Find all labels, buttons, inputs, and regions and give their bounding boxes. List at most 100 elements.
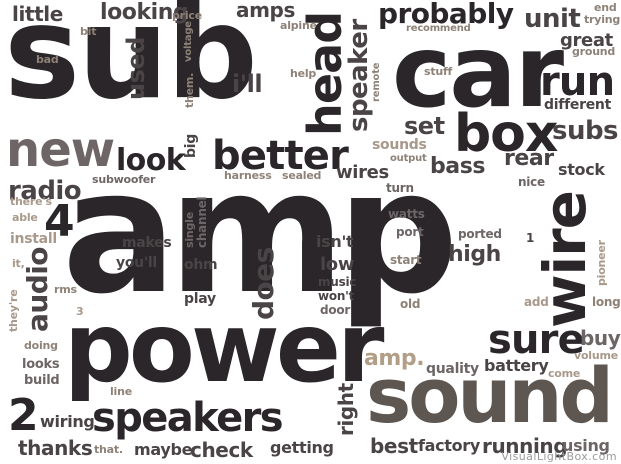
word-able: able (12, 211, 38, 224)
word-used: used (122, 37, 150, 100)
word-rms: rms (54, 283, 77, 296)
word-does: does (247, 247, 280, 320)
word-right: right (334, 383, 358, 436)
word-new: new (6, 122, 115, 178)
word-alpine: alpine (280, 19, 317, 32)
word-bit: bit (80, 25, 97, 38)
word-price: price (172, 9, 202, 22)
word-voltage: voltage (183, 21, 194, 62)
word-sound: sound (366, 351, 614, 440)
word-using: using (562, 436, 610, 455)
word-rear: rear (504, 146, 554, 171)
word-watts: watts (388, 207, 425, 221)
word-that: that. (94, 443, 123, 456)
word-getting: getting (270, 438, 334, 457)
word-ill: i'll (232, 70, 263, 98)
word-theyre: they're (7, 289, 20, 332)
word-sure: sure (488, 317, 585, 363)
word-two: 2 (8, 390, 39, 441)
word-sub: sub (4, 0, 258, 128)
word-four: 4 (44, 196, 75, 247)
word-audio: audio (21, 247, 54, 332)
word-amp-dot: amp. (364, 346, 425, 371)
word-better: better (212, 133, 349, 179)
word-ported: ported (458, 227, 502, 241)
word-long: long (592, 295, 621, 309)
word-nice: nice (518, 175, 545, 189)
watermark-text: VisualLightBox.com (501, 450, 617, 463)
word-wire: wire (531, 191, 599, 328)
word-ground: ground (572, 45, 616, 58)
word-different: different (544, 97, 612, 113)
word-battery: battery (484, 356, 549, 375)
word-install: install (10, 231, 57, 247)
word-makes: makes (122, 235, 172, 251)
word-output: output (390, 153, 427, 164)
word-wont: won't (318, 289, 355, 303)
word-factory: factory (418, 436, 480, 455)
word-three: 3 (76, 305, 84, 318)
word-little: little (12, 2, 63, 26)
word-line: line (110, 385, 132, 398)
word-wiring: wiring (40, 412, 95, 431)
word-box: box (454, 104, 558, 164)
word-port: port (396, 225, 424, 239)
word-look: look (116, 143, 186, 178)
word-harness: harness (224, 169, 272, 182)
word-bass: bass (430, 154, 486, 179)
word-head: head (298, 11, 352, 136)
word-maybe: maybe (134, 440, 193, 459)
word-build: build (24, 373, 60, 388)
word-check: check (190, 438, 253, 462)
word-amps: amps (236, 0, 295, 22)
word-probably: probably (378, 0, 514, 30)
word-set: set (404, 112, 445, 140)
word-end: end (594, 1, 617, 14)
word-quality: quality (426, 361, 479, 377)
word-channel: channel (195, 196, 209, 248)
word-trying: trying (584, 13, 621, 26)
word-wires: wires (336, 162, 389, 183)
word-sounds: sounds (372, 137, 427, 153)
word-its: it, (12, 257, 25, 270)
word-youll: you'll (116, 255, 157, 271)
word-add: add (524, 295, 549, 309)
word-stock: stock (558, 160, 605, 179)
word-looking: looking (100, 0, 189, 25)
word-radio: radio (8, 176, 82, 206)
word-one: 1 (526, 231, 535, 245)
word-great: great (560, 30, 613, 51)
word-doing: doing (24, 339, 58, 352)
word-help: help (290, 67, 317, 80)
word-run: run (540, 59, 615, 105)
word-subwoofer: subwoofer (92, 173, 156, 186)
word-turn: turn (386, 181, 414, 195)
word-subs: subs (552, 116, 619, 146)
word-start: start (390, 253, 422, 267)
word-single: single (183, 212, 196, 248)
word-buy: buy (580, 326, 621, 350)
word-stuff: stuff (424, 65, 453, 78)
word-car: car (392, 13, 564, 130)
word-old: old (400, 297, 421, 311)
word-power: power (64, 292, 384, 404)
word-looks: looks (22, 357, 60, 372)
word-sealed: sealed (282, 169, 322, 182)
word-them: them. (183, 72, 196, 108)
word-low: low (320, 254, 355, 275)
word-theres: there's (10, 195, 52, 208)
word-pioneer: pioneer (595, 240, 608, 286)
word-play: play (184, 291, 216, 307)
word-unit: unit (524, 4, 581, 34)
word-high: high (448, 242, 501, 267)
word-ohm: ohm (184, 257, 218, 273)
word-volume: volume (574, 349, 618, 362)
word-running: running (482, 434, 568, 458)
word-bad: bad (36, 53, 59, 66)
word-come: come (548, 367, 581, 380)
word-music: music (318, 275, 357, 289)
word-thanks: thanks (18, 436, 93, 460)
word-big: big (183, 133, 199, 158)
word-door: door (320, 303, 351, 317)
